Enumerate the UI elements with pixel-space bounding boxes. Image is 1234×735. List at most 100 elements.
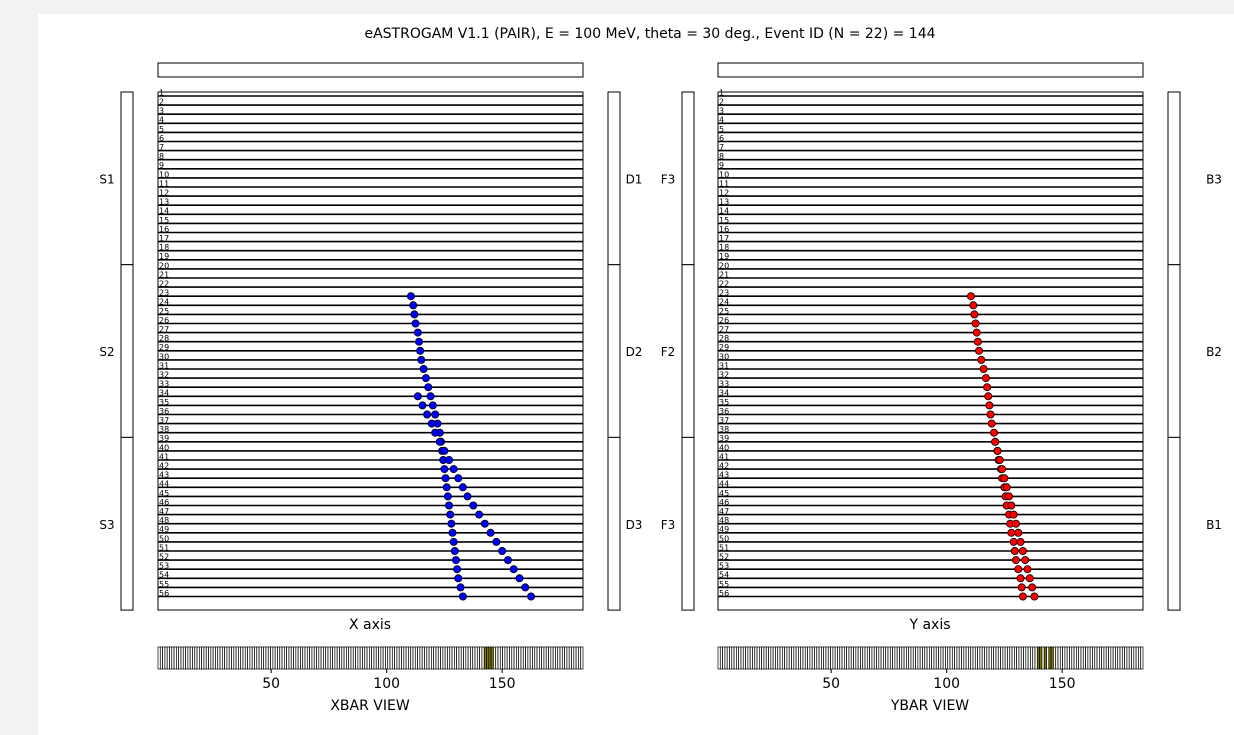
hit-point [1000,474,1009,483]
left-section-box [681,91,695,266]
figure-title: eASTROGAM V1.1 (PAIR), E = 100 MeV, thet… [364,26,935,42]
x-layer-labels: 1234567891011121314151617181920212223242… [159,88,169,598]
ybar-view-label: YBAR VIEW [890,698,969,714]
hit-point [995,455,1004,464]
hit-point [480,519,489,528]
layer-label: 1 [719,88,724,97]
layer-label: 7 [159,143,164,152]
hit-point [421,374,430,383]
hit-point [453,565,462,574]
hit-point [469,501,478,510]
layer-label: 37 [159,416,169,425]
hit-point [985,401,994,410]
figure-svg: eASTROGAM V1.1 (PAIR), E = 100 MeV, thet… [99,26,1222,714]
hit-point [515,574,524,583]
layer-label: 19 [159,252,169,261]
x-axis-label: X axis [349,617,391,633]
layer-label: 41 [159,452,169,461]
left-section-label: S1 [99,172,114,186]
hit-point [431,410,440,419]
y-hit-points [966,292,1039,601]
hit-point [410,310,419,319]
left-section-box [120,264,134,438]
hit-point [1028,583,1037,592]
hit-point [1014,528,1023,537]
y-layer-lines [718,95,1143,598]
layer-label: 17 [159,234,169,243]
left-section-label: F3 [661,518,676,532]
hit-point [446,510,455,519]
layer-label: 40 [719,443,729,452]
layer-label: 1 [159,88,164,97]
layer-label: 8 [159,152,164,161]
hit-point [975,346,984,355]
hit-point [454,474,463,483]
x-layer-lines [158,95,583,598]
layer-label: 4 [719,116,724,125]
hit-point [1005,492,1014,501]
layer-label: 28 [159,334,169,343]
layer-label: 6 [719,134,724,143]
hit-point [424,383,433,392]
hit-point [418,401,427,410]
layer-label: 52 [159,553,169,562]
xbar-strips [157,646,584,670]
layer-label: 26 [719,316,729,325]
hit-point [981,374,990,383]
layer-label: 22 [719,280,729,289]
hit-point [1009,510,1018,519]
bar-tick-label: 50 [262,676,280,692]
left-section-label: S3 [99,518,114,532]
xbar-view-label: XBAR VIEW [330,698,410,714]
layer-label: 4 [159,116,164,125]
layer-label: 47 [719,507,729,516]
y-layer-labels: 1234567891011121314151617181920212223242… [719,88,729,598]
layer-label: 38 [159,425,169,434]
hit-point [1021,556,1030,565]
layer-label: 29 [719,343,729,352]
layer-label: 15 [159,216,169,225]
hit-point [984,392,993,401]
layer-label: 36 [719,407,729,416]
hit-point [991,437,1000,446]
hit-point [454,574,463,583]
layer-label: 46 [159,498,169,507]
layer-label: 30 [159,352,169,361]
hit-point [443,492,452,501]
layer-label: 14 [719,207,729,216]
layer-label: 14 [159,207,169,216]
layer-label: 17 [719,234,729,243]
hit-point [416,346,425,355]
layer-label: 21 [719,270,729,279]
bar-tick-label: 150 [1049,676,1076,692]
hit-point [463,492,472,501]
layer-label: 11 [159,179,169,188]
layer-label: 3 [159,107,164,116]
x-view-panel: 1234567891011121314151617181920212223242… [99,62,643,633]
layer-label: 10 [719,170,729,179]
layer-label: 43 [719,471,729,480]
layer-label: 42 [719,462,729,471]
layer-label: 49 [719,525,729,534]
hit-point [1030,592,1039,601]
layer-label: 20 [159,261,169,270]
layer-label: 33 [159,380,169,389]
left-section-label: F2 [661,345,676,359]
layer-label: 39 [159,434,169,443]
hit-point [449,465,458,474]
hit-point [458,483,467,492]
right-section-label: D3 [626,518,643,532]
layer-label: 54 [719,571,729,580]
layer-label: 48 [719,516,729,525]
right-section-box [1167,436,1181,611]
layer-label: 18 [159,243,169,252]
hit-point [441,474,450,483]
hit-point [1011,556,1020,565]
layer-label: 48 [159,516,169,525]
layer-label: 36 [159,407,169,416]
layer-label: 39 [719,434,729,443]
layer-label: 50 [719,534,729,543]
layer-label: 34 [719,389,729,398]
hit-point [413,392,422,401]
layer-label: 51 [719,543,729,552]
